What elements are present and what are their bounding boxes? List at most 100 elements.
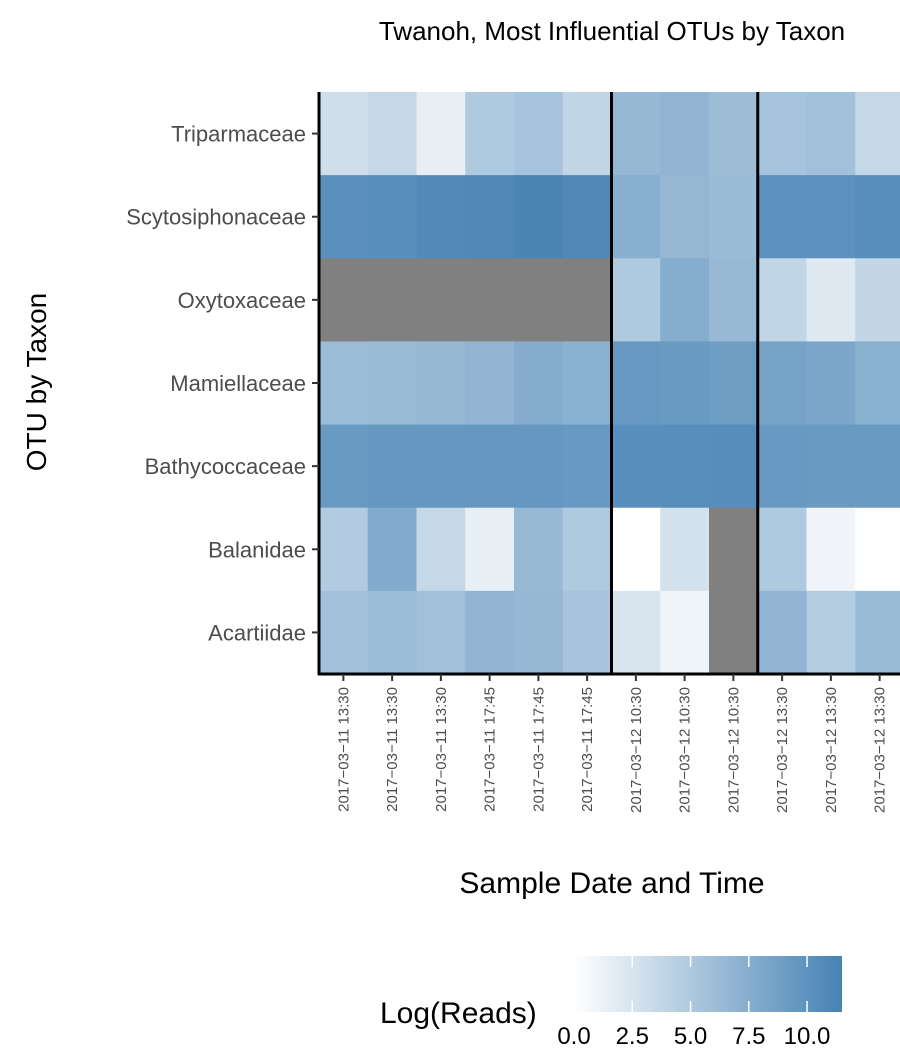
heatmap-cells — [319, 92, 900, 675]
heatmap-cell — [319, 424, 369, 509]
heatmap-cell — [611, 590, 661, 675]
heatmap-cell — [611, 341, 661, 426]
heatmap-cell — [611, 507, 661, 592]
heatmap-cell — [757, 424, 808, 509]
heatmap-cell — [660, 507, 710, 592]
heatmap-cell — [757, 258, 808, 343]
heatmap-cell — [660, 590, 710, 675]
heatmap-cell — [416, 590, 466, 675]
x-tick-label: 2017−03−11 13:30 — [433, 687, 450, 812]
heatmap-cell — [514, 341, 564, 426]
heatmap-cell — [319, 92, 369, 176]
heatmap-cell — [806, 590, 856, 675]
x-tick-label: 2017−03−11 17:45 — [482, 687, 499, 812]
chart-title: Twanoh, Most Influential OTUs by Taxon — [379, 16, 845, 46]
heatmap-cell — [416, 424, 466, 509]
heatmap-cell — [514, 92, 564, 176]
x-tick-label: 2017−03−12 10:30 — [628, 687, 645, 813]
heatmap-cell — [367, 507, 418, 592]
x-tick-label: 2017−03−12 10:30 — [725, 687, 742, 813]
heatmap-cell — [562, 175, 613, 259]
heatmap-cell — [416, 341, 466, 426]
heatmap-cell — [562, 92, 613, 176]
x-tick-label: 2017−03−11 13:30 — [335, 687, 352, 812]
heatmap-cell — [611, 258, 661, 343]
legend-ticks: 0.0 2.5 5.0 7.5 10.0 — [557, 956, 830, 1050]
heatmap-cell — [611, 92, 661, 176]
heatmap-cell — [806, 175, 856, 259]
color-legend: Log(Reads) 0.0 2.5 5.0 7.5 10.0 — [380, 956, 842, 1050]
heatmap-cell — [709, 507, 759, 592]
x-tick-label: 2017−03−12 13:30 — [872, 687, 889, 813]
heatmap-cell — [367, 175, 418, 259]
heatmap-cell — [757, 92, 808, 176]
heatmap-cell — [855, 258, 900, 343]
heatmap-cell — [709, 590, 759, 675]
heatmap-cell — [367, 590, 418, 675]
heatmap-cell — [611, 424, 661, 509]
heatmap-cell — [611, 175, 661, 259]
legend-tick-label: 10.0 — [784, 1023, 831, 1050]
x-tick-label: 2017−03−11 17:45 — [530, 687, 547, 812]
heatmap-cell — [465, 507, 515, 592]
x-tick-label: 2017−03−12 13:30 — [774, 687, 791, 813]
heatmap-cell — [562, 590, 613, 675]
x-axis-label: Sample Date and Time — [459, 867, 764, 900]
legend-tick-label: 5.0 — [674, 1023, 707, 1050]
y-tick-labels: Triparmaceae Scytosiphonaceae Oxytoxaceae M… — [126, 122, 319, 645]
heatmap-cell — [660, 424, 710, 509]
heatmap-cell — [806, 424, 856, 509]
y-tick-label: Scytosiphonaceae — [126, 205, 306, 230]
heatmap-cell — [514, 258, 564, 343]
heatmap-cell — [855, 507, 900, 592]
heatmap-cell — [660, 175, 710, 259]
heatmap-cell — [855, 341, 900, 426]
heatmap-cell — [709, 175, 759, 259]
heatmap-cell — [806, 341, 856, 426]
heatmap-cell — [514, 424, 564, 509]
heatmap-cell — [855, 175, 900, 259]
heatmap-cell — [709, 258, 759, 343]
y-tick-label: Acartiidae — [208, 620, 306, 645]
heatmap-cell — [757, 341, 808, 426]
group-separators — [610, 92, 760, 674]
heatmap-cell — [660, 258, 710, 343]
heatmap-cell — [709, 92, 759, 176]
heatmap-cell — [465, 424, 515, 509]
y-tick-label: Triparmaceae — [171, 122, 306, 147]
heatmap-cell — [465, 590, 515, 675]
heatmap-cell — [562, 258, 613, 343]
heatmap-cell — [855, 424, 900, 509]
heatmap-cell — [806, 507, 856, 592]
heatmap-cell — [367, 341, 418, 426]
heatmap-cell — [416, 175, 466, 259]
heatmap-cell — [465, 92, 515, 176]
heatmap-cell — [319, 341, 369, 426]
x-tick-label: 2017−03−11 17:45 — [579, 687, 596, 812]
y-axis-label: OTU by Taxon — [21, 293, 52, 471]
heatmap-cell — [806, 92, 856, 176]
legend-colorbar — [574, 956, 842, 1012]
heatmap-cell — [319, 590, 369, 675]
x-tick-label: 2017−03−12 10:30 — [677, 687, 694, 813]
heatmap-cell — [562, 424, 613, 509]
x-tick-label: 2017−03−12 13:30 — [823, 687, 840, 813]
heatmap-cell — [465, 258, 515, 343]
y-tick-label: Mamiellaceae — [170, 371, 306, 396]
heatmap-cell — [465, 175, 515, 259]
legend-title: Log(Reads) — [380, 997, 537, 1030]
heatmap-cell — [416, 507, 466, 592]
heatmap-cell — [709, 424, 759, 509]
heatmap-cell — [514, 507, 564, 592]
heatmap-cell — [562, 341, 613, 426]
legend-tick-label: 7.5 — [732, 1023, 765, 1050]
heatmap-cell — [757, 175, 808, 259]
legend-tick-label: 2.5 — [616, 1023, 649, 1050]
legend-tick-label: 0.0 — [557, 1023, 590, 1050]
heatmap-cell — [367, 92, 418, 176]
heatmap-cell — [465, 341, 515, 426]
heatmap-cell — [855, 590, 900, 675]
heatmap-cell — [319, 507, 369, 592]
heatmap-cell — [367, 258, 418, 343]
heatmap-cell — [757, 590, 808, 675]
